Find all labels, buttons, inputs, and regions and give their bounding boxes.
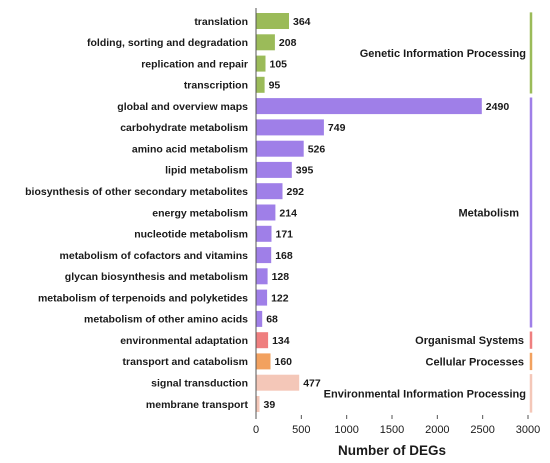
value-label: 68: [266, 314, 278, 326]
x-tick-label: 1500: [380, 424, 404, 436]
bar: [256, 374, 300, 391]
value-label: 208: [279, 37, 297, 49]
x-tick-label: 2500: [470, 424, 494, 436]
value-label: 168: [275, 250, 293, 262]
category-label: environmental adaptation: [120, 335, 248, 347]
value-label: 39: [264, 399, 276, 411]
value-label: 477: [303, 378, 321, 390]
value-label: 122: [271, 292, 289, 304]
bar: [256, 332, 269, 349]
category-label: replication and repair: [141, 58, 248, 70]
value-label: 749: [328, 122, 346, 134]
bar: [256, 13, 289, 29]
bar: [256, 98, 482, 115]
value-label: 171: [276, 229, 294, 241]
category-label: metabolism of cofactors and vitamins: [60, 250, 249, 262]
bar: [256, 76, 265, 93]
bar: [256, 204, 276, 221]
group-label: Genetic Information Processing: [360, 48, 526, 60]
category-label: biosynthesis of other secondary metaboli…: [25, 186, 248, 198]
bar: [256, 310, 263, 327]
value-label: 526: [308, 144, 326, 156]
value-label: 214: [279, 207, 297, 219]
value-label: 292: [287, 186, 305, 198]
value-label: 160: [275, 356, 293, 368]
bar: [256, 353, 271, 370]
bar: [256, 140, 304, 157]
bar: [256, 268, 268, 285]
value-label: 128: [272, 271, 290, 283]
category-label: carbohydrate metabolism: [120, 122, 248, 134]
value-label: 364: [293, 16, 311, 28]
x-tick-label: 1000: [334, 424, 358, 436]
value-label: 105: [270, 58, 288, 70]
bar: [256, 396, 260, 412]
category-label: metabolism of other amino acids: [84, 314, 248, 326]
x-tick-label: 500: [292, 424, 310, 436]
bar: [256, 34, 275, 51]
bar: [256, 247, 272, 264]
category-label: energy metabolism: [152, 207, 248, 219]
category-label: folding, sorting and degradation: [87, 37, 248, 49]
x-tick-label: 2000: [425, 424, 449, 436]
group-label: Organismal Systems: [415, 335, 524, 347]
value-label: 2490: [486, 101, 510, 113]
category-label: signal transduction: [151, 378, 248, 390]
group-label: Cellular Processes: [426, 356, 524, 368]
value-label: 134: [272, 335, 290, 347]
bar: [256, 55, 266, 72]
category-label: lipid metabolism: [165, 165, 248, 177]
category-label: membrane transport: [146, 399, 249, 411]
category-label: metabolism of terpenoids and polyketides: [38, 292, 248, 304]
group-label: Metabolism: [458, 208, 519, 220]
category-label: transcription: [184, 80, 248, 92]
x-tick-label: 3000: [516, 424, 540, 436]
bar: [256, 225, 272, 242]
x-tick-label: 0: [253, 424, 259, 436]
category-label: nucleotide metabolism: [134, 229, 248, 241]
category-label: transport and catabolism: [123, 356, 248, 368]
value-label: 395: [296, 165, 314, 177]
category-label: glycan biosynthesis and metabolism: [65, 271, 248, 283]
category-label: translation: [194, 16, 248, 28]
bar: [256, 183, 283, 200]
category-label: amino acid metabolism: [132, 144, 248, 156]
group-label: Environmental Information Processing: [324, 388, 526, 400]
bar: [256, 161, 292, 178]
bar: [256, 119, 324, 136]
category-label: global and overview maps: [117, 101, 248, 113]
x-axis-title: Number of DEGs: [338, 443, 446, 458]
value-label: 95: [269, 80, 281, 92]
bar: [256, 289, 268, 306]
